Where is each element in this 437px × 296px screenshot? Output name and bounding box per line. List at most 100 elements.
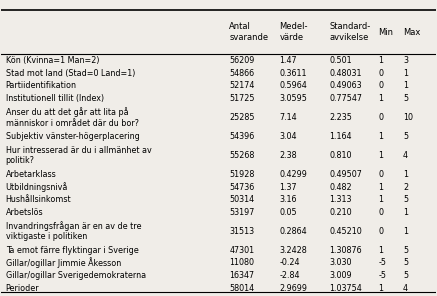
Text: 1: 1	[378, 284, 383, 293]
Text: 1.30876: 1.30876	[329, 246, 362, 255]
Text: 0: 0	[378, 208, 383, 217]
Text: 0: 0	[378, 227, 383, 236]
Text: Kön (Kvinna=1 Man=2): Kön (Kvinna=1 Man=2)	[6, 56, 99, 65]
Text: Stad mot land (Stad=0 Land=1): Stad mot land (Stad=0 Land=1)	[6, 69, 135, 78]
Text: 5: 5	[403, 195, 408, 204]
Text: Partiidentifikation: Partiidentifikation	[6, 81, 77, 90]
Text: 2: 2	[403, 183, 408, 192]
Text: 5: 5	[403, 258, 408, 268]
Text: Gillar/ogillar Jimmie Åkesson: Gillar/ogillar Jimmie Åkesson	[6, 258, 121, 268]
Text: 0: 0	[378, 170, 383, 179]
Text: 50314: 50314	[229, 195, 254, 204]
Text: Gillar/ogillar Sverigedemokraterna: Gillar/ogillar Sverigedemokraterna	[6, 271, 146, 280]
Text: 3.2428: 3.2428	[279, 246, 307, 255]
Text: 4: 4	[403, 284, 408, 293]
Text: Hushållsinkomst: Hushållsinkomst	[6, 195, 71, 204]
Text: Subjektiv vänster-högerplacering: Subjektiv vänster-högerplacering	[6, 132, 139, 141]
Text: Arbetslös: Arbetslös	[6, 208, 43, 217]
Text: 2.9699: 2.9699	[279, 284, 307, 293]
Text: 0.45210: 0.45210	[329, 227, 362, 236]
Text: -2.84: -2.84	[279, 271, 300, 280]
Text: 0: 0	[378, 69, 383, 78]
Text: 5: 5	[403, 132, 408, 141]
Text: Utbildningsnivå: Utbildningsnivå	[6, 182, 68, 192]
Text: 1: 1	[403, 69, 408, 78]
Text: Min: Min	[378, 28, 393, 37]
Text: 3.030: 3.030	[329, 258, 352, 268]
Text: 51928: 51928	[229, 170, 255, 179]
Text: 52174: 52174	[229, 81, 255, 90]
Text: 1: 1	[403, 170, 408, 179]
Text: Standard-
avvikelse: Standard- avvikelse	[329, 22, 371, 42]
Text: 1: 1	[378, 151, 383, 160]
Text: Arbetarklass: Arbetarklass	[6, 170, 56, 179]
Text: 0.810: 0.810	[329, 151, 352, 160]
Text: 3.0595: 3.0595	[279, 94, 307, 103]
Text: Invandringsfrågan är en av de tre
viktigaste i politiken: Invandringsfrågan är en av de tre viktig…	[6, 221, 141, 242]
Text: 3.16: 3.16	[279, 195, 297, 204]
Text: 3: 3	[403, 56, 408, 65]
Text: 1.313: 1.313	[329, 195, 352, 204]
Text: 55268: 55268	[229, 151, 255, 160]
Text: 31513: 31513	[229, 227, 254, 236]
Text: 54866: 54866	[229, 69, 254, 78]
Text: 1: 1	[403, 81, 408, 90]
Text: 1: 1	[378, 183, 383, 192]
Text: 0.501: 0.501	[329, 56, 352, 65]
Text: 1: 1	[403, 227, 408, 236]
Text: Max: Max	[403, 28, 420, 37]
Text: 0.2864: 0.2864	[279, 227, 307, 236]
Text: 0.210: 0.210	[329, 208, 352, 217]
Text: 7.14: 7.14	[279, 113, 297, 122]
Text: 3.009: 3.009	[329, 271, 352, 280]
Text: 3.04: 3.04	[279, 132, 297, 141]
Text: 1: 1	[378, 56, 383, 65]
Text: 1.47: 1.47	[279, 56, 297, 65]
Text: 16347: 16347	[229, 271, 254, 280]
Text: 2.38: 2.38	[279, 151, 297, 160]
Text: 1: 1	[378, 132, 383, 141]
Text: 11080: 11080	[229, 258, 254, 268]
Text: 1.03754: 1.03754	[329, 284, 362, 293]
Text: Perioder: Perioder	[6, 284, 39, 293]
Text: 0.4299: 0.4299	[279, 170, 307, 179]
Text: 0.482: 0.482	[329, 183, 352, 192]
Text: 0.48031: 0.48031	[329, 69, 362, 78]
Text: Anser du att det går att lita på
människor i området där du bor?: Anser du att det går att lita på människ…	[6, 107, 139, 128]
Text: Medel-
värde: Medel- värde	[279, 22, 308, 42]
Text: 0.49063: 0.49063	[329, 81, 362, 90]
Text: 10: 10	[403, 113, 413, 122]
Text: 25285: 25285	[229, 113, 255, 122]
Text: 53197: 53197	[229, 208, 255, 217]
Text: Hur intresserad är du i allmänhet av
politik?: Hur intresserad är du i allmänhet av pol…	[6, 146, 152, 165]
Text: Ta emot färre flyktingar i Sverige: Ta emot färre flyktingar i Sverige	[6, 246, 139, 255]
Text: 5: 5	[403, 271, 408, 280]
Text: 0.5964: 0.5964	[279, 81, 307, 90]
Text: 58014: 58014	[229, 284, 254, 293]
Text: -0.24: -0.24	[279, 258, 300, 268]
Text: 5: 5	[403, 94, 408, 103]
Text: Antal
svarande: Antal svarande	[229, 22, 268, 42]
Text: 1: 1	[378, 246, 383, 255]
Text: -5: -5	[378, 258, 386, 268]
Text: 1: 1	[378, 195, 383, 204]
Text: 1.37: 1.37	[279, 183, 297, 192]
Text: 54396: 54396	[229, 132, 255, 141]
Text: 0.3611: 0.3611	[279, 69, 307, 78]
Text: 0.77547: 0.77547	[329, 94, 362, 103]
Text: 54736: 54736	[229, 183, 255, 192]
Text: 1: 1	[403, 208, 408, 217]
Text: 2.235: 2.235	[329, 113, 352, 122]
Text: -5: -5	[378, 271, 386, 280]
Text: 5: 5	[403, 246, 408, 255]
Text: 0: 0	[378, 113, 383, 122]
Text: 0: 0	[378, 81, 383, 90]
Text: 1: 1	[378, 94, 383, 103]
Text: 56209: 56209	[229, 56, 255, 65]
Text: 0.05: 0.05	[279, 208, 297, 217]
Text: 0.49507: 0.49507	[329, 170, 362, 179]
Text: 1.164: 1.164	[329, 132, 352, 141]
Text: Institutionell tillit (Index): Institutionell tillit (Index)	[6, 94, 104, 103]
Text: 47301: 47301	[229, 246, 254, 255]
Text: 4: 4	[403, 151, 408, 160]
